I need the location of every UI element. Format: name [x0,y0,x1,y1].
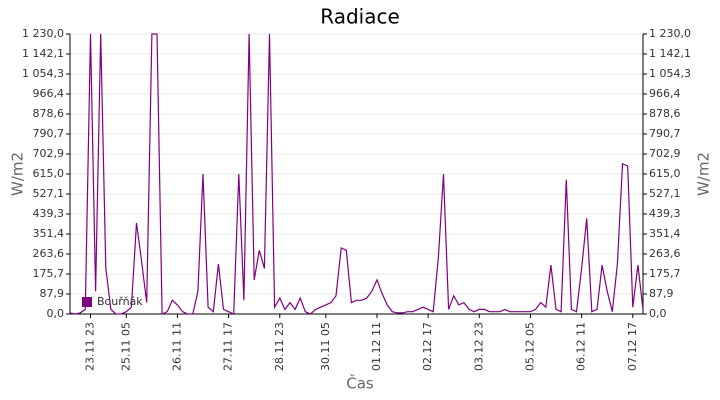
y-tick-label: 1 142,1 [22,47,64,60]
y2-axis-label: W/m2 [695,152,713,196]
y-tick-label: 615,0 [33,167,65,180]
y-axis-label: W/m2 [9,152,27,196]
y2-tick-label: 790,7 [649,127,681,140]
y2-tick-label: 527,1 [649,187,681,200]
x-tick-label: 01.12 11 [370,322,383,371]
y-tick-label: 87,9 [40,287,65,300]
y2-tick-label: 351,4 [649,227,681,240]
y-tick-label: 175,7 [33,267,65,280]
y-tick-label: 1 230,0 [22,27,64,40]
y2-tick-label: 1 230,0 [649,27,691,40]
y-tick-label: 0,0 [47,307,65,320]
x-tick-label: 06.12 11 [575,322,588,371]
y2-tick-label: 615,0 [649,167,681,180]
x-tick-label: 05.12 05 [523,322,536,371]
x-tick-label: 25.11 05 [119,322,132,371]
y2-tick-label: 702,9 [649,147,681,160]
y-tick-label: 966,4 [33,87,65,100]
line [69,33,644,315]
y-tick-label: 263,6 [33,247,65,260]
y2-tick-label: 966,4 [649,87,681,100]
x-tick-label: 07.12 17 [626,322,639,371]
x-axis-label: Čas [346,374,374,393]
y2-tick-label: 263,6 [649,247,681,260]
y2-tick-label: 1 142,1 [649,47,691,60]
legend-label: Bouřňák [97,295,143,308]
x-tick-label: 28.11 23 [273,322,286,371]
y-tick-label: 439,3 [33,207,65,220]
y-tick-label: 702,9 [33,147,65,160]
y-tick-label: 351,4 [33,227,65,240]
y2-tick-label: 0,0 [649,307,667,320]
y-tick-label: 878,6 [33,107,65,120]
x-tick-label: 27.11 17 [222,322,235,371]
y2-tick-label: 175,7 [649,267,681,280]
y-tick-label: 790,7 [33,127,65,140]
y2-tick-label: 87,9 [649,287,674,300]
x-tick-label: 30.11 05 [319,322,332,371]
y2-tick-label: 439,3 [649,207,681,220]
y-tick-label: 527,1 [33,187,65,200]
legend-swatch [82,297,92,307]
x-tick-label: 02.12 17 [421,322,434,371]
x-tick-label: 03.12 23 [472,322,485,371]
y2-tick-label: 1 054,3 [649,67,691,80]
x-tick-label: 23.11 23 [83,322,96,371]
x-tick-label: 26.11 11 [170,322,183,371]
y2-tick-label: 878,6 [649,107,681,120]
y-tick-label: 1 054,3 [22,67,64,80]
chart-title: Radiace [320,5,400,29]
